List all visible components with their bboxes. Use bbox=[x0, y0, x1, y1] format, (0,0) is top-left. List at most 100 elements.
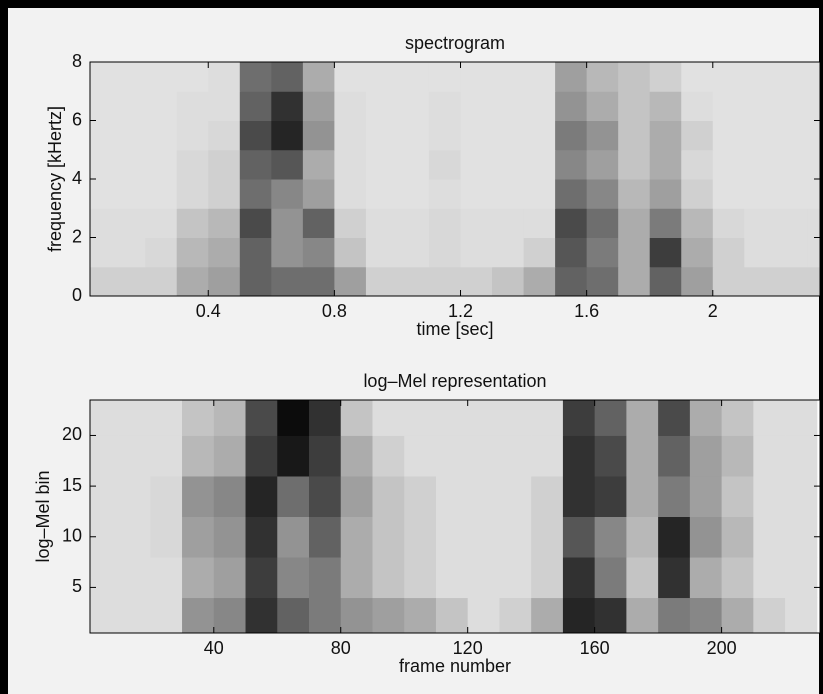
heatmap-cell bbox=[523, 120, 556, 151]
heatmap-cell bbox=[435, 475, 469, 517]
heatmap-cell bbox=[618, 179, 651, 209]
x-axis-label: time [sec] bbox=[416, 319, 493, 339]
heatmap-cell bbox=[618, 149, 651, 180]
heatmap-cell bbox=[334, 120, 367, 151]
heatmap-cell bbox=[586, 62, 619, 92]
heatmap-cell bbox=[562, 557, 596, 599]
heatmap-cell bbox=[618, 91, 651, 121]
heatmap-cell bbox=[176, 179, 209, 209]
heatmap-cell bbox=[689, 597, 723, 633]
heatmap-cell bbox=[113, 179, 146, 209]
heatmap-cell bbox=[245, 557, 278, 599]
heatmap-cell bbox=[460, 91, 493, 121]
heatmap-cell bbox=[145, 91, 178, 121]
heatmap-cell bbox=[372, 435, 405, 477]
heatmap-cell bbox=[435, 597, 469, 633]
heatmap-cell bbox=[753, 400, 786, 436]
heatmap-cell bbox=[555, 62, 588, 92]
heatmap-cell bbox=[689, 435, 723, 477]
heatmap-cell bbox=[302, 237, 335, 268]
heatmap-cell bbox=[302, 62, 335, 92]
heatmap-cell bbox=[334, 91, 367, 121]
heatmap-cell bbox=[586, 120, 619, 151]
heatmap-cell bbox=[340, 400, 373, 436]
heatmap-cell bbox=[626, 557, 659, 599]
heatmap-cell bbox=[397, 149, 430, 180]
heatmap-cell bbox=[365, 120, 398, 151]
heatmap-cell bbox=[594, 435, 627, 477]
x-tick-label: 1.6 bbox=[574, 301, 599, 321]
heatmap-cell bbox=[428, 208, 462, 238]
heatmap-cell bbox=[213, 516, 247, 558]
heatmap-cell bbox=[785, 557, 818, 599]
heatmap-cell bbox=[523, 266, 556, 296]
heatmap-cell bbox=[302, 149, 335, 180]
heatmap-cell bbox=[562, 597, 596, 633]
x-tick-label: 1.2 bbox=[448, 301, 473, 321]
heatmap-cell bbox=[807, 91, 820, 121]
heatmap-cell bbox=[213, 475, 247, 517]
heatmap-cell bbox=[586, 149, 619, 180]
heatmap-cell bbox=[245, 400, 278, 436]
heatmap-cell bbox=[176, 62, 209, 92]
heatmap-cell bbox=[562, 475, 596, 517]
heatmap-cell bbox=[753, 475, 786, 517]
heatmap-cell bbox=[626, 597, 659, 633]
heatmap-cell bbox=[681, 62, 714, 92]
heatmap-cell bbox=[658, 400, 691, 436]
heatmap-cell bbox=[208, 179, 241, 209]
heatmap-cell bbox=[245, 475, 278, 517]
y-tick-label: 5 bbox=[72, 576, 82, 596]
heatmap-cell bbox=[562, 516, 596, 558]
heatmap-cell bbox=[658, 597, 691, 633]
heatmap-cell bbox=[309, 400, 342, 436]
heatmap-cell bbox=[145, 266, 178, 296]
heatmap-cell bbox=[334, 208, 367, 238]
heatmap-cell bbox=[90, 208, 115, 238]
heatmap-cell bbox=[586, 208, 619, 238]
heatmap-cell bbox=[176, 208, 209, 238]
heatmap-cell bbox=[372, 557, 405, 599]
heatmap-cell bbox=[334, 62, 367, 92]
heatmap-cell bbox=[594, 597, 627, 633]
heatmap-cell bbox=[681, 266, 714, 296]
heatmap-cell bbox=[744, 62, 777, 92]
heatmap-cell bbox=[492, 91, 525, 121]
heatmap-cell bbox=[118, 435, 151, 477]
heatmap-cell bbox=[245, 597, 278, 633]
heatmap-cell bbox=[118, 557, 151, 599]
heatmap-cell bbox=[90, 475, 120, 517]
heatmap-cell bbox=[523, 149, 556, 180]
heatmap-cell bbox=[721, 475, 754, 517]
plot-area bbox=[90, 400, 820, 633]
heatmap-cell bbox=[90, 435, 120, 477]
y-axis-label: log–Mel bin bbox=[33, 470, 53, 562]
heatmap-cell bbox=[499, 516, 532, 558]
heatmap-cell bbox=[712, 208, 745, 238]
heatmap-cell bbox=[492, 179, 525, 209]
heatmap-cell bbox=[145, 120, 178, 151]
heatmap-cell bbox=[689, 557, 723, 599]
heatmap-cell bbox=[807, 120, 820, 151]
heatmap-cell bbox=[753, 597, 786, 633]
heatmap-cell bbox=[340, 435, 373, 477]
heatmap-cell bbox=[208, 120, 241, 151]
heatmap-cell bbox=[460, 266, 493, 296]
heatmap-cell bbox=[365, 91, 398, 121]
heatmap-cell bbox=[775, 179, 808, 209]
x-tick-label: 160 bbox=[580, 638, 610, 658]
x-tick-label: 0.8 bbox=[322, 301, 347, 321]
heatmap-cell bbox=[428, 266, 462, 296]
heatmap-cell bbox=[712, 120, 745, 151]
heatmap-cell bbox=[807, 149, 820, 180]
heatmap-cell bbox=[277, 400, 310, 436]
heatmap-cell bbox=[649, 237, 682, 268]
heatmap-cell bbox=[435, 516, 469, 558]
heatmap-cell bbox=[555, 149, 588, 180]
heatmap-cell bbox=[658, 557, 691, 599]
heatmap-cell bbox=[271, 91, 304, 121]
heatmap-cell bbox=[785, 516, 818, 558]
heatmap-cell bbox=[365, 179, 398, 209]
heatmap-cell bbox=[807, 208, 820, 238]
heatmap-cell bbox=[113, 149, 146, 180]
